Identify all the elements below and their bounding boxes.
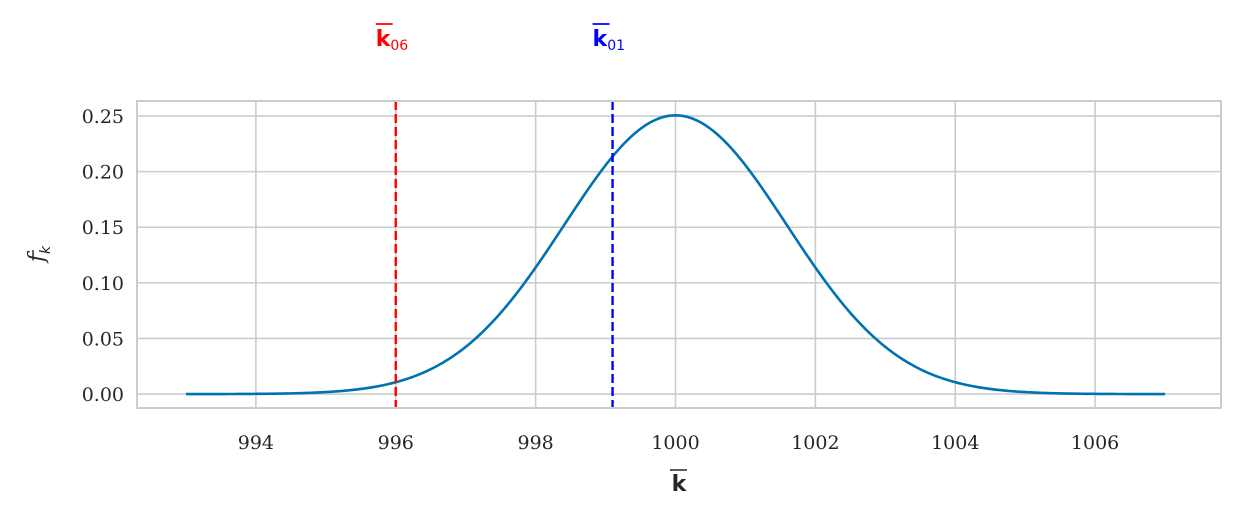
- y-tick-label: 0.25: [82, 106, 124, 128]
- x-tick-labels: 994 996 998 1000 1002 1004 1006: [238, 432, 1120, 454]
- y-tick-label: 0.20: [82, 162, 124, 184]
- y-axis-label: fk: [25, 245, 54, 264]
- y-tick-label: 0.10: [82, 273, 124, 295]
- marker-labels: k06 k01: [375, 23, 625, 54]
- y-tick-label: 0.15: [82, 217, 124, 239]
- marker-lines: [394, 101, 614, 408]
- x-tick-label: 1006: [1071, 432, 1119, 454]
- marker-label-01: k01: [593, 27, 625, 54]
- y-tick-label: 0.05: [82, 328, 124, 350]
- x-tick-label: 1004: [931, 432, 979, 454]
- plot-frame: [136, 100, 1222, 409]
- density-curve: [185, 114, 1166, 396]
- x-tick-label: 1000: [651, 432, 699, 454]
- x-gridlines: [255, 101, 1096, 408]
- x-tick-label: 994: [238, 432, 274, 454]
- x-tick-label: 1002: [791, 432, 839, 454]
- x-tick-label: 998: [517, 432, 553, 454]
- y-tick-labels: 0.00 0.05 0.10 0.15 0.20 0.25: [82, 106, 124, 406]
- marker-label-06: k06: [376, 27, 409, 54]
- x-axis-title: k: [670, 469, 688, 497]
- marker-label-main: k: [376, 27, 392, 52]
- marker-label-subscript: 06: [390, 38, 408, 54]
- marker-label-main: k: [593, 27, 609, 52]
- y-axis-title: fk: [25, 245, 54, 264]
- x-axis-label: k: [672, 472, 688, 497]
- plot-background: [137, 101, 1221, 408]
- marker-label-subscript: 01: [607, 38, 625, 54]
- y-tick-label: 0.00: [82, 384, 124, 406]
- x-tick-label: 996: [378, 432, 414, 454]
